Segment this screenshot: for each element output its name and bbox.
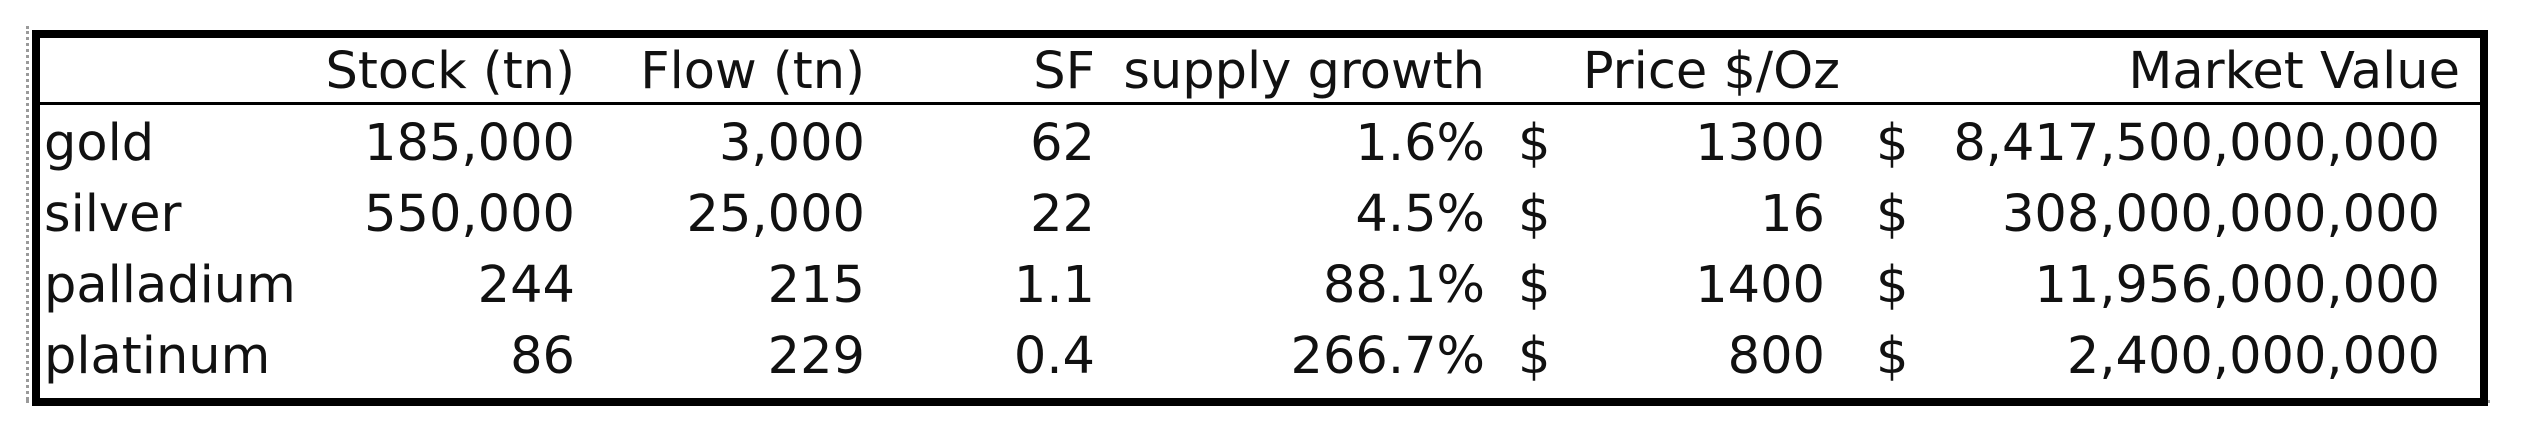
row-platinum-value-currency: $	[1876, 327, 1909, 386]
row-silver-sf: 22	[1030, 185, 1095, 244]
row-silver-supply-growth: 4.5%	[1355, 185, 1485, 244]
header-separator	[32, 102, 2488, 105]
row-palladium-metal: palladium	[44, 256, 296, 315]
row-palladium-sf: 1.1	[1013, 256, 1095, 315]
header-price: Price $/Oz	[1582, 42, 1840, 101]
header-market-value: Market Value	[2128, 42, 2460, 101]
row-gold-price: 1300	[1695, 114, 1825, 173]
row-palladium-stock: 244	[477, 256, 575, 315]
row-gold-value-currency: $	[1876, 114, 1909, 173]
header-supply-growth: supply growth	[1123, 42, 1485, 101]
row-silver-price-currency: $	[1518, 185, 1551, 244]
row-platinum-supply-growth: 266.7%	[1290, 327, 1485, 386]
row-palladium-market-value: 11,956,000,000	[2034, 256, 2440, 315]
row-gold-price-currency: $	[1518, 114, 1551, 173]
row-silver-value-currency: $	[1876, 185, 1909, 244]
row-silver-price: 16	[1760, 185, 1825, 244]
row-gold-sf: 62	[1030, 114, 1095, 173]
row-gold-flow: 3,000	[718, 114, 865, 173]
row-palladium-price: 1400	[1695, 256, 1825, 315]
row-palladium-supply-growth: 88.1%	[1322, 256, 1485, 315]
row-silver-metal: silver	[44, 185, 182, 244]
row-gold-supply-growth: 1.6%	[1355, 114, 1485, 173]
row-silver-flow: 25,000	[686, 185, 865, 244]
spreadsheet-table	[32, 30, 2488, 406]
row-silver-market-value: 308,000,000,000	[2001, 185, 2440, 244]
row-gold-stock: 185,000	[364, 114, 575, 173]
header-sf: SF	[1033, 42, 1095, 101]
header-stock: Stock (tn)	[325, 42, 575, 101]
row-palladium-price-currency: $	[1518, 256, 1551, 315]
row-platinum-flow: 229	[767, 327, 865, 386]
row-platinum-price: 800	[1727, 327, 1825, 386]
row-platinum-price-currency: $	[1518, 327, 1551, 386]
row-silver-stock: 550,000	[364, 185, 575, 244]
row-gold-market-value: 8,417,500,000,000	[1953, 114, 2440, 173]
row-platinum-market-value: 2,400,000,000	[2066, 327, 2440, 386]
row-palladium-value-currency: $	[1876, 256, 1909, 315]
selection-border-left	[26, 26, 29, 400]
header-flow: Flow (tn)	[640, 42, 865, 101]
row-gold-metal: gold	[44, 114, 155, 173]
row-palladium-flow: 215	[767, 256, 865, 315]
row-platinum-metal: platinum	[44, 327, 271, 386]
row-platinum-sf: 0.4	[1013, 327, 1095, 386]
row-platinum-stock: 86	[510, 327, 575, 386]
